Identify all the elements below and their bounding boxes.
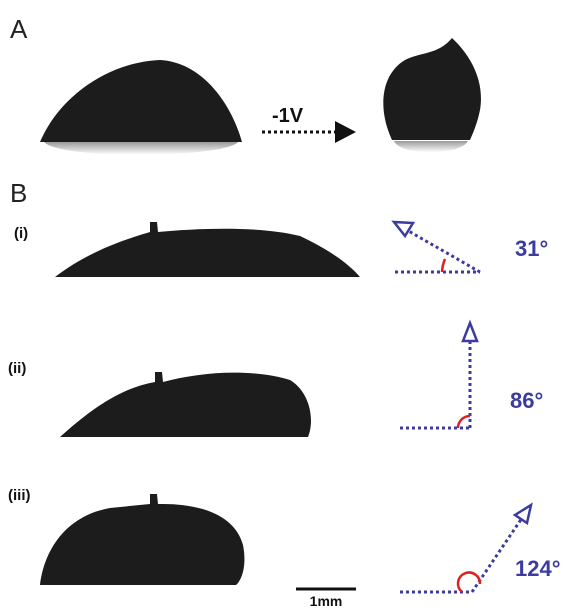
row-label: (i) [14,225,28,242]
angle-value: 86° [510,388,543,413]
droplet [40,60,242,142]
angle-arc [458,416,470,428]
figure: A -1V B (i) 31° (ii) 86° (iii) 124° 1mm [0,0,577,611]
row-label: (ii) [8,360,26,377]
arrow-head [515,505,531,523]
droplet [55,222,360,277]
droplet [60,372,311,437]
row-label: (iii) [8,487,31,504]
panel-label: A [10,14,28,44]
arrow-head [463,323,477,341]
reflection [44,142,238,155]
arrow-head [394,222,413,236]
droplet [40,494,244,585]
angle-value: 124° [515,556,561,581]
angle-value: 31° [515,236,548,261]
panel-label: B [10,178,27,208]
scale-label: 1mm [310,593,343,609]
reflection [394,141,468,152]
angle-arc [458,573,480,592]
arrow-head [335,121,356,143]
angle-arc [442,259,445,272]
arrow-label: -1V [272,105,304,127]
droplet [383,38,481,140]
